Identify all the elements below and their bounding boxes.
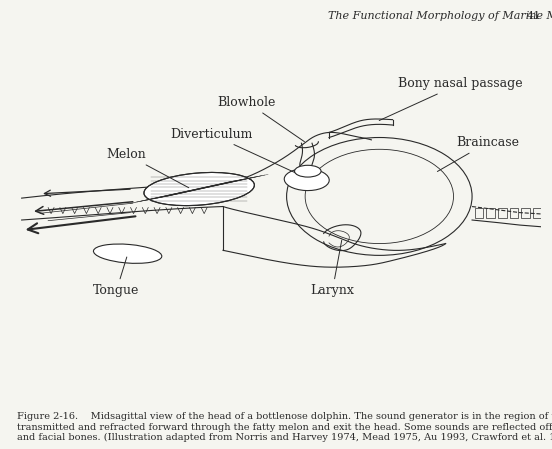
Ellipse shape: [144, 172, 254, 206]
Bar: [486, 208, 495, 218]
Ellipse shape: [295, 165, 321, 177]
Bar: [475, 208, 483, 218]
Text: Melon: Melon: [107, 148, 189, 188]
Text: The Functional Morphology of Marine Mammals: The Functional Morphology of Marine Mamm…: [328, 11, 552, 21]
Text: Larynx: Larynx: [310, 240, 354, 297]
Text: Tongue: Tongue: [93, 257, 140, 297]
Ellipse shape: [93, 244, 162, 264]
Text: Blowhole: Blowhole: [217, 96, 305, 142]
Bar: [498, 208, 507, 218]
Ellipse shape: [284, 169, 329, 190]
Text: 41: 41: [527, 11, 542, 21]
Bar: [521, 208, 530, 218]
Text: Bony nasal passage: Bony nasal passage: [379, 77, 523, 120]
Text: Figure 2-16.    Midsagittal view of the head of a bottlenose dolphin. The sound : Figure 2-16. Midsagittal view of the hea…: [17, 412, 552, 442]
Text: Braincase: Braincase: [437, 136, 519, 172]
Bar: [509, 208, 518, 218]
Bar: [533, 208, 542, 218]
Text: Diverticulum: Diverticulum: [170, 128, 299, 174]
